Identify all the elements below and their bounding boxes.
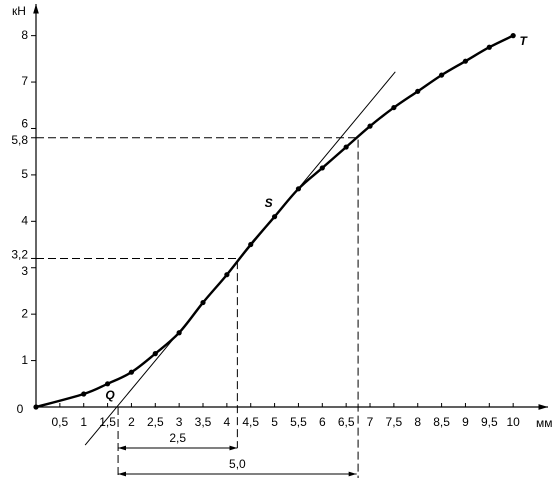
x-tick-label: 3	[176, 415, 183, 429]
data-point	[33, 404, 39, 410]
data-point	[128, 369, 135, 375]
x-axis-label: мм	[536, 416, 552, 430]
y-tick-label: 4	[21, 213, 28, 227]
dimension-label: 2,5	[169, 431, 186, 445]
data-point	[343, 144, 349, 150]
y-tick-label: 5	[21, 167, 28, 181]
y-tick-label: 6	[21, 117, 28, 131]
data-point	[391, 104, 397, 111]
data-point	[200, 299, 206, 306]
y-tick-label: 8	[21, 28, 28, 42]
data-point	[295, 186, 302, 192]
y-tick-label: 3	[21, 264, 28, 278]
point-label: S	[265, 196, 273, 210]
y-tick-label: 3,2	[11, 248, 28, 262]
data-point	[510, 33, 516, 39]
y-tick-label: 5,8	[11, 133, 28, 147]
data-point	[248, 241, 254, 248]
point-label: Q	[105, 388, 115, 402]
y-tick-label: 1	[21, 353, 28, 367]
data-point	[319, 165, 325, 171]
x-tick-label: 1,5	[99, 415, 116, 429]
x-tick-label: 3,5	[195, 415, 212, 429]
x-tick-label: 2,5	[147, 415, 164, 429]
x-tick-label: 0,5	[52, 415, 69, 429]
dimension-label: 5,0	[229, 457, 246, 471]
data-point	[367, 123, 373, 129]
x-tick-label: 8,5	[433, 415, 450, 429]
data-point	[224, 272, 230, 278]
data-point	[438, 72, 445, 78]
origin-label: 0	[17, 402, 24, 416]
data-point	[176, 330, 182, 336]
x-tick-label: 1	[80, 415, 87, 429]
data-point	[462, 58, 469, 64]
x-tick-label: 8	[414, 415, 421, 429]
y-axis-label: кН	[12, 4, 26, 18]
x-tick-label: 10	[506, 415, 520, 429]
x-tick-label: 7,5	[386, 415, 403, 429]
data-point	[415, 88, 421, 94]
data-point	[271, 214, 278, 220]
x-tick-label: 7	[367, 415, 374, 429]
x-tick-label: 6,5	[338, 415, 355, 429]
curve	[35, 34, 514, 409]
x-tick-label: 5	[271, 415, 278, 429]
reference-line	[36, 257, 238, 448]
point-label: T	[519, 34, 528, 48]
x-tick-label: 5,5	[290, 415, 307, 429]
x-tick-label: 2	[128, 415, 135, 429]
data-point	[152, 351, 158, 357]
data-point	[104, 381, 111, 387]
data-point	[486, 44, 492, 50]
x-tick-label: 9,5	[481, 415, 498, 429]
x-tick-label: 4	[224, 415, 231, 429]
data-point	[81, 391, 87, 397]
y-tick-label: 2	[21, 306, 28, 320]
x-tick-label: 6	[319, 415, 326, 429]
y-tick-label: 7	[21, 74, 28, 88]
x-tick-label: 4,5	[242, 415, 259, 429]
x-tick-label: 9	[462, 415, 469, 429]
